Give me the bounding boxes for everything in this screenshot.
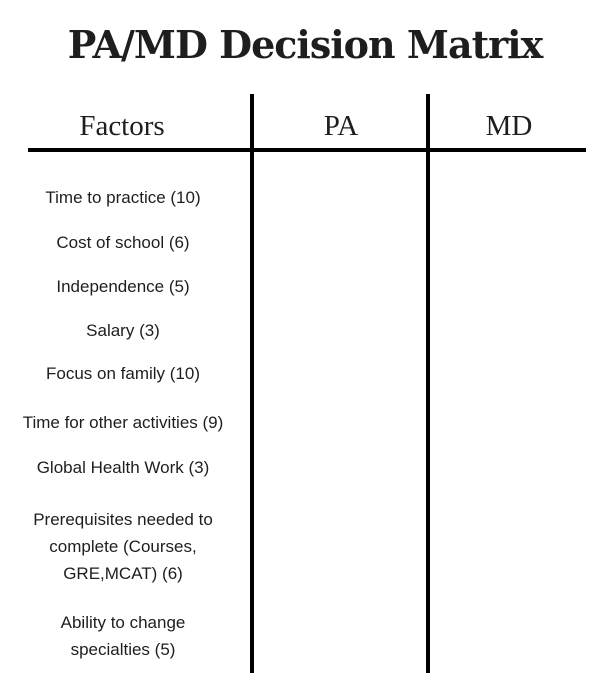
header-divider <box>28 148 586 152</box>
header-md: MD <box>485 110 533 142</box>
column-divider <box>426 94 430 673</box>
factor-row: Time for other activities (9) <box>22 413 224 432</box>
header-pa: PA <box>323 110 359 142</box>
header-factors: Factors <box>79 110 165 142</box>
factor-row: Global Health Work (3) <box>36 458 210 477</box>
factor-row: Ability to change specialties (5) <box>60 613 186 659</box>
factor-row: Prerequisites needed to complete (Course… <box>33 510 213 583</box>
page-title: PA/MD Decision Matrix <box>67 22 544 67</box>
factor-row: Focus on family (10) <box>46 364 200 383</box>
factor-row: Independence (5) <box>56 277 190 296</box>
factor-row: Cost of school (6) <box>56 233 190 252</box>
column-divider <box>250 94 254 673</box>
factor-row: Time to practice (10) <box>45 188 201 207</box>
factor-row: Salary (3) <box>86 321 160 340</box>
